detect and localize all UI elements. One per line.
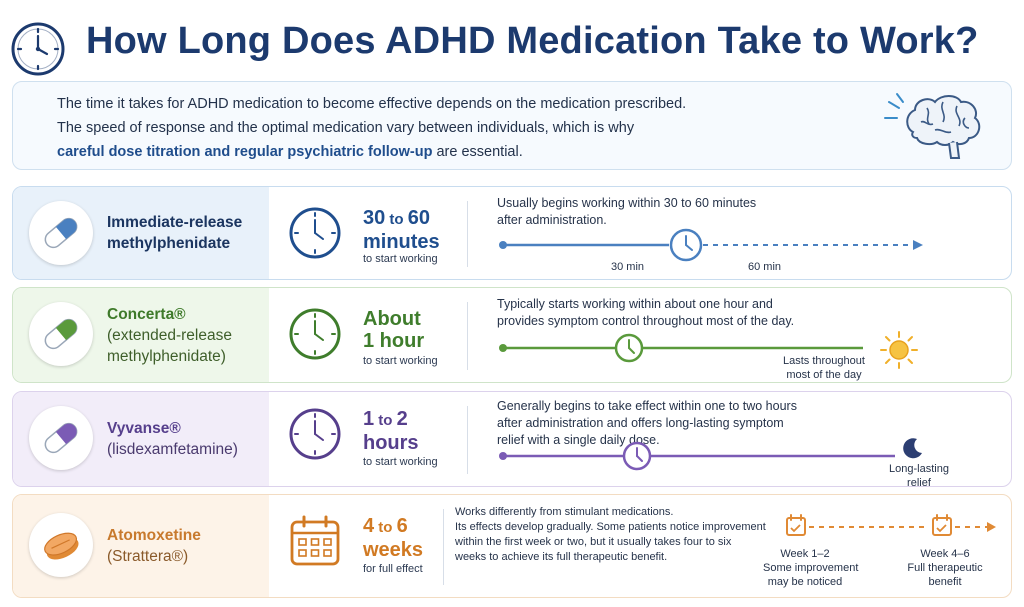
progress-timeline bbox=[786, 514, 996, 536]
onset-duration: About 1 hour bbox=[363, 308, 425, 352]
onset-caption: to start working bbox=[363, 253, 438, 265]
intro-line-3-rest: are essential. bbox=[432, 144, 523, 160]
divider bbox=[467, 406, 468, 474]
capsule-icon bbox=[29, 302, 93, 366]
onset-duration: 30 to 60 minutes bbox=[363, 207, 440, 253]
medication-name: Atomoxetine (Strattera®) bbox=[107, 527, 201, 565]
moon-icon bbox=[901, 436, 925, 465]
header: How Long Does ADHD Medication Take to Wo… bbox=[0, 0, 1024, 78]
capsule-icon bbox=[29, 201, 93, 265]
timeline-step-2: Week 4–6 Full therapeutic benefit bbox=[907, 548, 983, 588]
medication-name: Concerta® (extended-release methylphenid… bbox=[107, 306, 232, 365]
divider bbox=[467, 201, 468, 267]
onset-caption: to start working bbox=[363, 355, 438, 367]
timeline-label-60: 60 min bbox=[748, 261, 782, 273]
divider bbox=[443, 509, 444, 585]
onset-timeline bbox=[499, 441, 895, 471]
timeline-step-1: Week 1–2 Some improvement may be noticed bbox=[763, 548, 859, 588]
onset-caption: to start working bbox=[363, 456, 438, 468]
divider bbox=[467, 302, 468, 370]
medication-name-panel: Atomoxetine (Strattera®) bbox=[13, 495, 269, 597]
sun-icon bbox=[879, 330, 919, 375]
page-title: How Long Does ADHD Medication Take to Wo… bbox=[86, 20, 979, 62]
intro-panel: The time it takes for ADHD medication to… bbox=[12, 81, 1012, 170]
brain-icon bbox=[879, 88, 999, 173]
clock-icon bbox=[10, 21, 66, 82]
timeline-end-label: Lasts throughout most of the day bbox=[783, 355, 865, 381]
tablet-icon bbox=[29, 513, 93, 577]
onset-duration: 4 to 6 weeks bbox=[363, 515, 424, 561]
medication-card-ir-methylphenidate: Immediate-release methylphenidate 30 to … bbox=[12, 186, 1012, 280]
medication-description: Usually begins working within 30 to 60 m… bbox=[497, 196, 757, 227]
clock-icon bbox=[287, 406, 343, 467]
onset-duration: 1 to 2 hours bbox=[363, 408, 419, 454]
medication-name-panel: Vyvanse® (lisdexamfetamine) bbox=[13, 392, 269, 486]
intro-line-2: The speed of response and the optimal me… bbox=[57, 120, 635, 136]
medication-card-concerta: Concerta® (extended-release methylphenid… bbox=[12, 287, 1012, 383]
medication-description: Generally begins to take effect within o… bbox=[497, 399, 797, 447]
timeline-label-30: 30 min bbox=[611, 261, 645, 273]
medication-description: Typically starts working within about on… bbox=[497, 297, 795, 328]
medication-description: Works differently from stimulant medicat… bbox=[455, 506, 766, 563]
medication-name-panel: Immediate-release methylphenidate bbox=[13, 187, 269, 279]
medication-card-vyvanse: Vyvanse® (lisdexamfetamine) 1 to 2 hours… bbox=[12, 391, 1012, 487]
intro-emphasis: careful dose titration and regular psych… bbox=[57, 144, 433, 160]
timeline-end-label: Long-lasting relief bbox=[889, 463, 949, 487]
capsule-icon bbox=[29, 406, 93, 470]
medication-name-panel: Concerta® (extended-release methylphenid… bbox=[13, 288, 269, 382]
medication-name: Vyvanse® (lisdexamfetamine) bbox=[107, 420, 238, 458]
calendar-icon bbox=[287, 513, 343, 574]
clock-icon bbox=[287, 306, 343, 367]
medication-card-atomoxetine: Atomoxetine (Strattera®) 4 to 6 weeks fo… bbox=[12, 494, 1012, 598]
clock-icon bbox=[287, 205, 343, 266]
onset-timeline bbox=[499, 228, 923, 262]
medication-name: Immediate-release methylphenidate bbox=[107, 214, 243, 252]
onset-caption: for full effect bbox=[363, 563, 423, 575]
onset-timeline bbox=[499, 333, 863, 363]
intro-line-3: careful dose titration and regular psych… bbox=[57, 144, 523, 160]
intro-line-1: The time it takes for ADHD medication to… bbox=[57, 96, 687, 112]
